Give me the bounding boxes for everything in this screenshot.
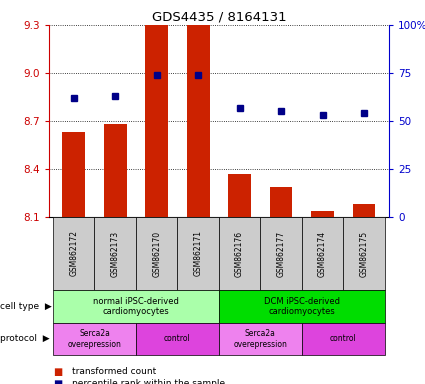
Text: ■: ■ bbox=[53, 367, 62, 377]
Text: Serca2a
overepression: Serca2a overepression bbox=[233, 329, 287, 349]
Text: GSM862172: GSM862172 bbox=[69, 230, 78, 276]
Bar bbox=[145, 25, 168, 217]
Bar bbox=[104, 124, 127, 217]
Text: ■: ■ bbox=[53, 379, 62, 384]
Bar bbox=[270, 187, 292, 217]
Bar bbox=[261, 217, 302, 290]
Text: cell type  ▶: cell type ▶ bbox=[0, 302, 52, 311]
Text: control: control bbox=[330, 334, 357, 343]
Text: GSM862176: GSM862176 bbox=[235, 230, 244, 276]
Text: protocol  ▶: protocol ▶ bbox=[0, 334, 50, 343]
Text: Serca2a
overepression: Serca2a overepression bbox=[68, 329, 122, 349]
Bar bbox=[343, 217, 385, 290]
Text: DCM iPSC-derived
cardiomyocytes: DCM iPSC-derived cardiomyocytes bbox=[264, 296, 340, 316]
Text: normal iPSC-derived
cardiomyocytes: normal iPSC-derived cardiomyocytes bbox=[93, 296, 179, 316]
Bar bbox=[94, 217, 136, 290]
Bar bbox=[53, 323, 136, 355]
Bar bbox=[302, 217, 343, 290]
Bar bbox=[177, 217, 219, 290]
Bar bbox=[219, 323, 302, 355]
Bar bbox=[302, 323, 385, 355]
Text: GSM862173: GSM862173 bbox=[111, 230, 120, 276]
Text: GSM862170: GSM862170 bbox=[152, 230, 161, 276]
Bar bbox=[219, 217, 261, 290]
Bar bbox=[136, 323, 219, 355]
Bar bbox=[311, 210, 334, 217]
Text: transformed count: transformed count bbox=[72, 367, 156, 376]
Text: GSM862174: GSM862174 bbox=[318, 230, 327, 276]
Text: GSM862175: GSM862175 bbox=[360, 230, 368, 276]
Bar bbox=[187, 25, 210, 217]
Bar bbox=[353, 204, 375, 217]
Bar bbox=[136, 217, 177, 290]
Title: GDS4435 / 8164131: GDS4435 / 8164131 bbox=[152, 11, 286, 24]
Text: GSM862171: GSM862171 bbox=[194, 230, 203, 276]
Text: GSM862177: GSM862177 bbox=[277, 230, 286, 276]
Text: control: control bbox=[164, 334, 191, 343]
Bar bbox=[228, 174, 251, 217]
Bar bbox=[53, 290, 219, 323]
Bar bbox=[219, 290, 385, 323]
Bar bbox=[53, 217, 94, 290]
Bar bbox=[62, 132, 85, 217]
Text: percentile rank within the sample: percentile rank within the sample bbox=[72, 379, 225, 384]
